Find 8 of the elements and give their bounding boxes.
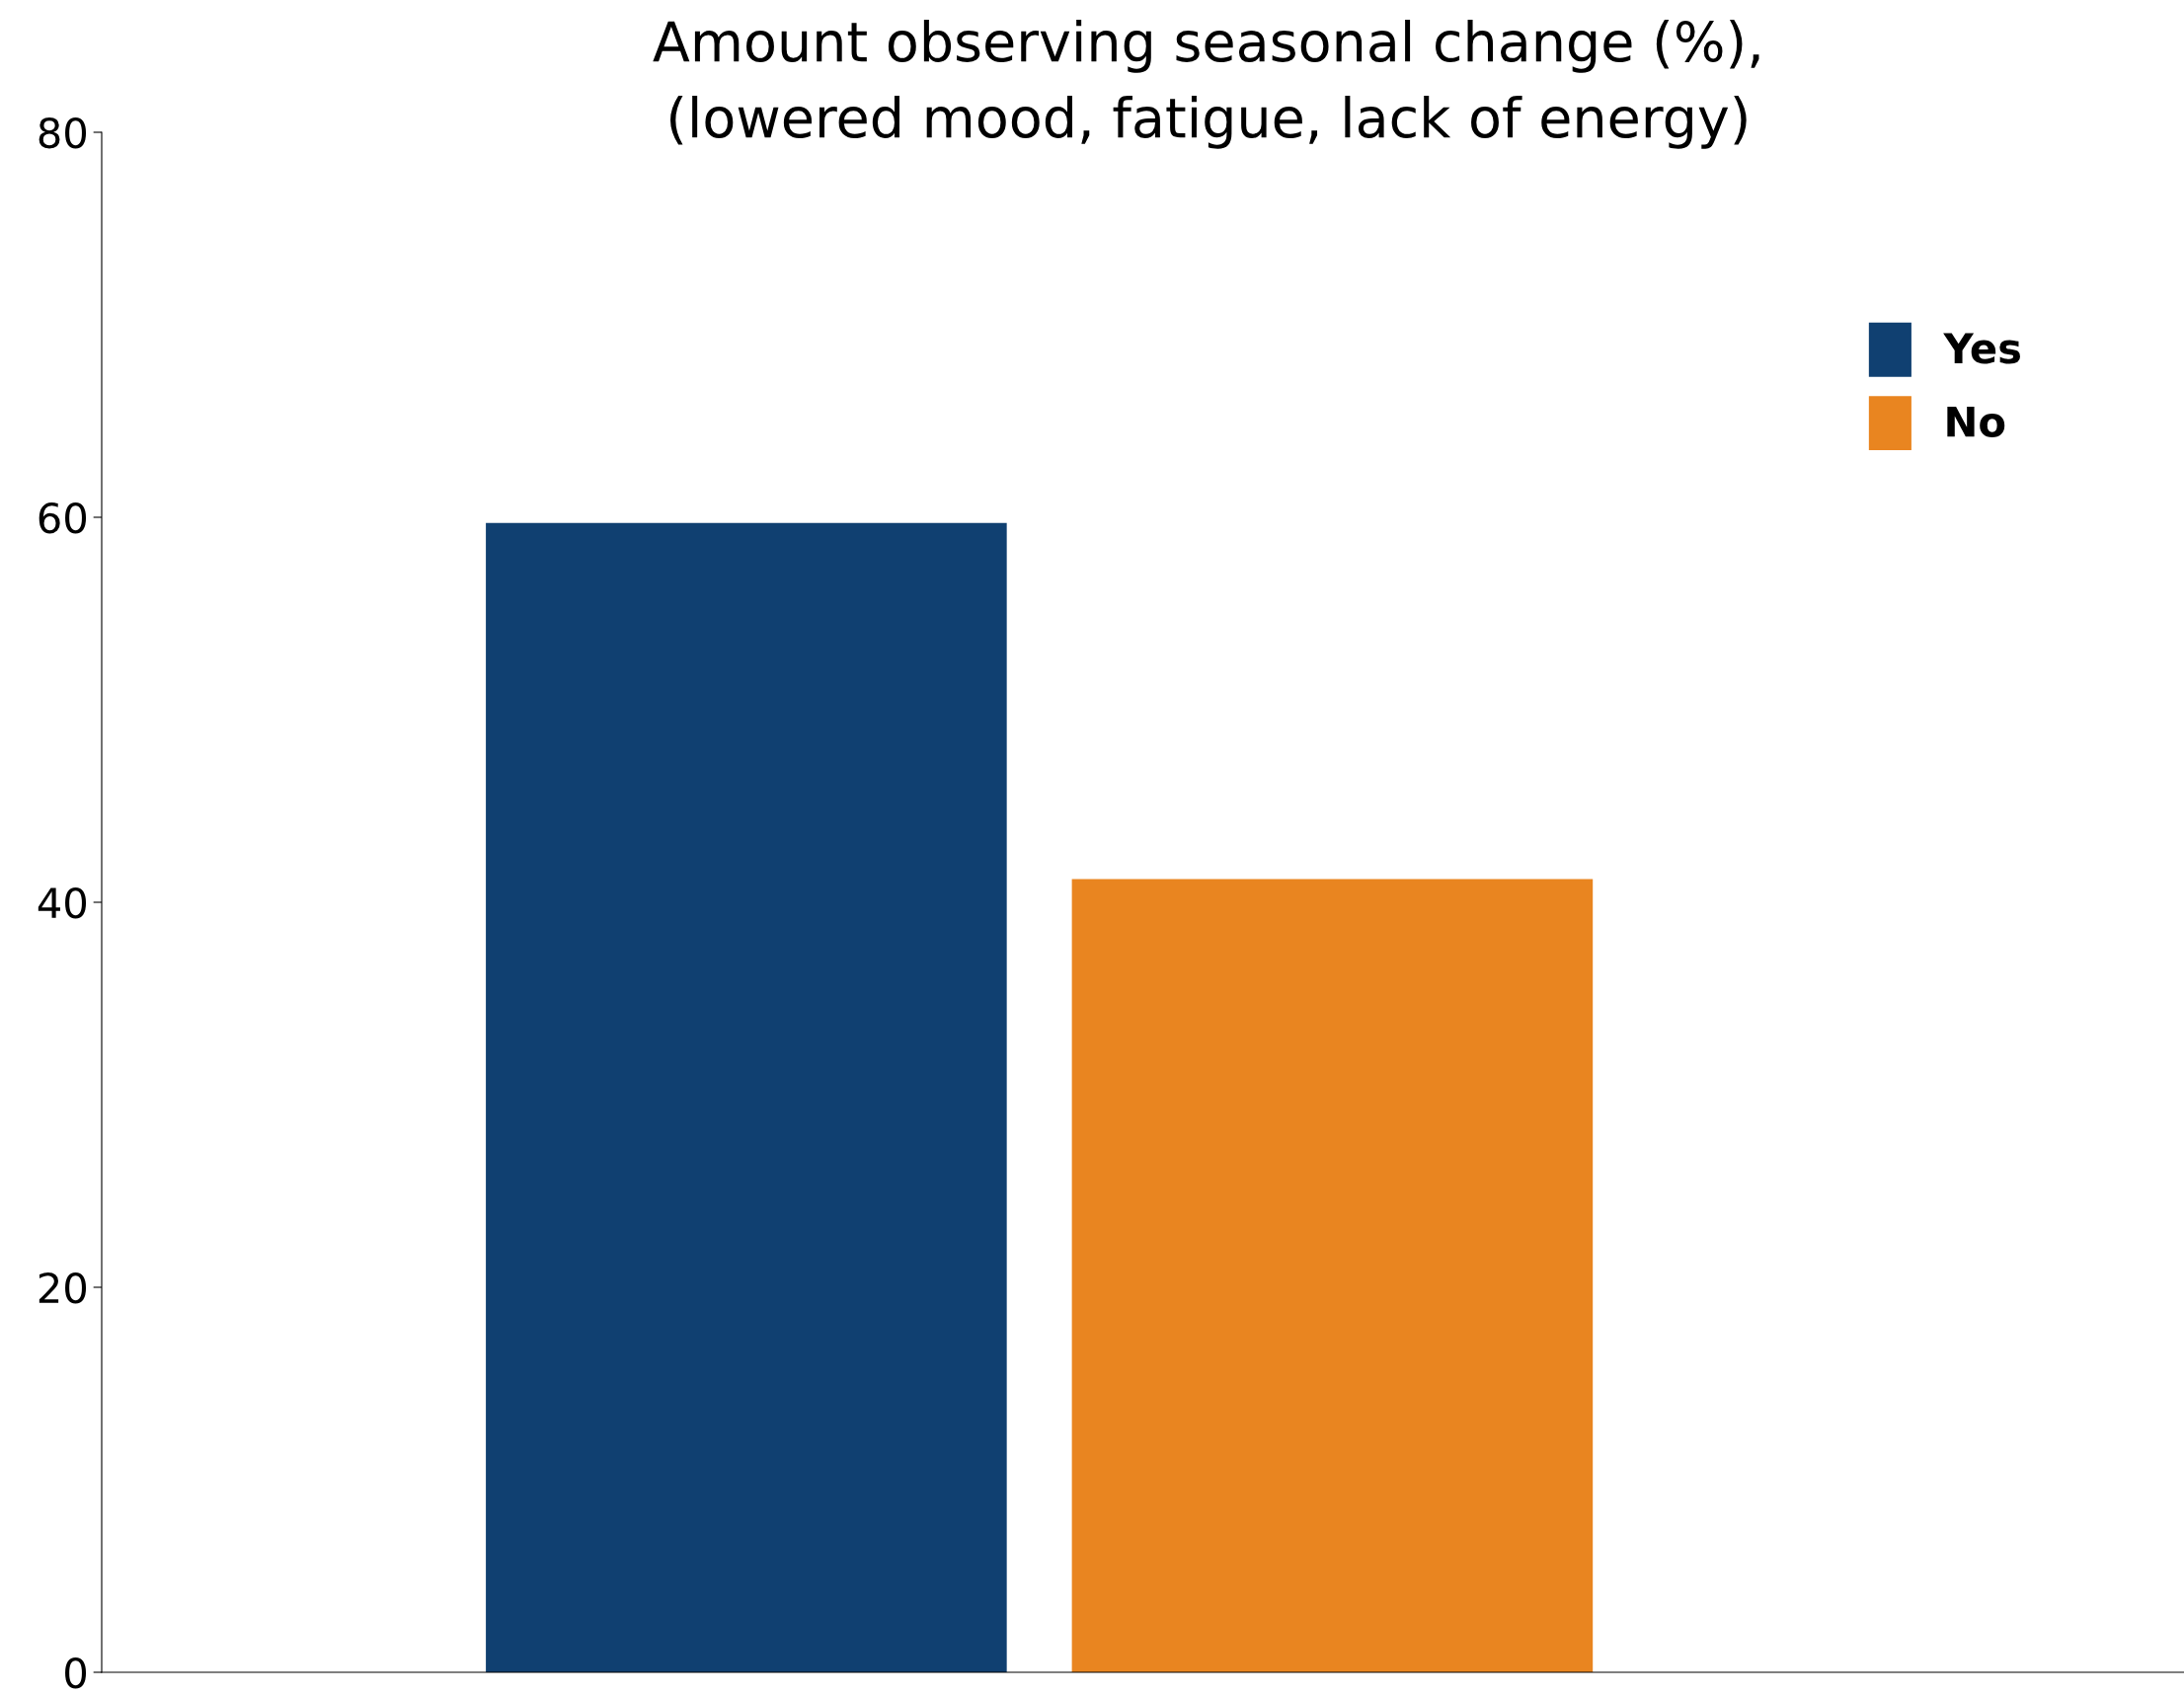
legend-label: No (1947, 406, 2005, 437)
legend-label: Yes (1943, 333, 2020, 364)
y-tick-label: 20 (39, 1271, 87, 1304)
y-tick-label: 60 (39, 501, 87, 534)
chart-title: Amount observing seasonal change (%), (lowered mood, fatigue, lack of energy) (653, 20, 1759, 149)
y-tick-label: 40 (38, 886, 87, 919)
y-tick-label: 80 (39, 116, 87, 149)
y-tick-label: 0 (65, 1656, 87, 1689)
